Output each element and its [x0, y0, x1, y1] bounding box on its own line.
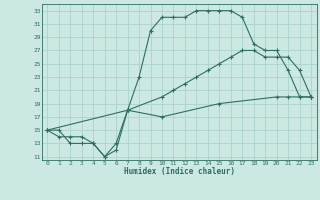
X-axis label: Humidex (Indice chaleur): Humidex (Indice chaleur): [124, 167, 235, 176]
